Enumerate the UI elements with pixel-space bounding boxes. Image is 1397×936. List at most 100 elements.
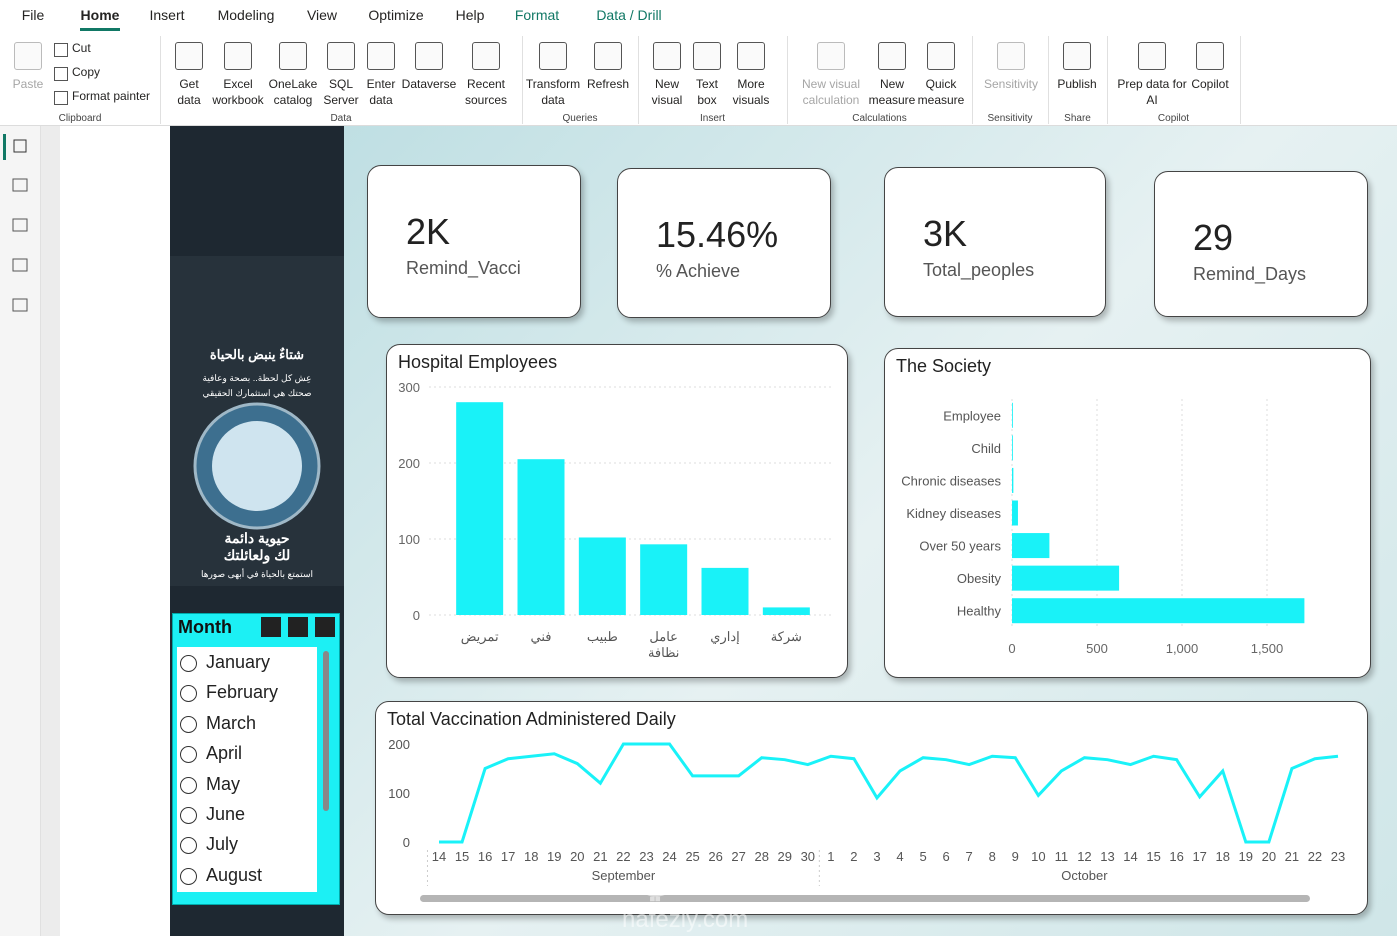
more-icon[interactable]: [315, 617, 335, 637]
ribbon-tab[interactable]: Data / Drill: [596, 7, 662, 23]
x-tick-label: 25: [685, 849, 699, 864]
label-line: visuals: [732, 93, 770, 107]
radio[interactable]: [180, 715, 197, 733]
slicer-item[interactable]: January: [206, 652, 271, 672]
x-tick-label: 16: [1169, 849, 1183, 864]
button-icon: [1063, 42, 1091, 70]
ribbon-tab[interactable]: Optimize: [368, 7, 424, 23]
slicer-item[interactable]: August: [206, 864, 263, 885]
x-tick-label: 11: [1055, 849, 1069, 864]
radio[interactable]: [180, 807, 197, 824]
x-tick-label: تمريض: [460, 629, 499, 644]
label-line: More: [737, 77, 765, 91]
bar: [1012, 467, 1014, 493]
x-tick-label: 23: [639, 849, 653, 864]
button-icon: [653, 42, 681, 70]
x-tick-label: 4: [896, 849, 903, 864]
radio[interactable]: [180, 746, 197, 764]
button-label: Transform data: [526, 76, 580, 108]
x-tick-label: 3: [873, 849, 880, 864]
group-separator: [972, 36, 973, 124]
erase-icon[interactable]: [288, 617, 308, 637]
x-tick-label: 14: [432, 849, 446, 864]
label-line: Refresh: [586, 77, 630, 91]
radio[interactable]: [180, 685, 197, 703]
slicer-item[interactable]: July: [206, 834, 239, 855]
ribbon-tab[interactable]: Home: [80, 7, 120, 23]
button-icon: [1138, 42, 1166, 70]
x-tick-label: 0: [1008, 641, 1015, 656]
kpi-value: 2K: [406, 211, 451, 252]
x-tick-label: 8: [989, 849, 996, 864]
slicer-item[interactable]: February: [206, 682, 279, 703]
label-line: New: [879, 77, 904, 91]
x-tick-label: 24: [662, 849, 676, 864]
button-label: Prep data for AI: [1117, 76, 1186, 108]
y-tick-label: 0: [403, 835, 410, 850]
scrollbar[interactable]: [323, 651, 329, 811]
label-line: Copilot: [1191, 77, 1229, 91]
ribbon-tab[interactable]: Help: [455, 7, 485, 23]
table-view[interactable]: [12, 178, 28, 192]
label-line: Prep data for: [1117, 77, 1187, 91]
radio[interactable]: [180, 867, 197, 885]
group-separator: [787, 36, 788, 124]
ribbon-tab[interactable]: Format: [514, 7, 560, 23]
button-icon: [1196, 42, 1224, 70]
ribbon-tab[interactable]: Modeling: [217, 7, 275, 23]
button-icon: [14, 42, 42, 70]
x-tick-label: 17: [501, 849, 515, 864]
button-label: Quick measure: [918, 76, 965, 108]
button-label: Refresh: [587, 76, 629, 92]
model-view[interactable]: [12, 218, 28, 232]
x-tick-label: 5: [919, 849, 926, 864]
radio[interactable]: [180, 655, 197, 672]
small-button[interactable]: Copy: [72, 65, 101, 79]
x-tick-label: 19: [1239, 849, 1253, 864]
y-tick-label: 300: [398, 380, 420, 395]
small-button[interactable]: Format painter: [72, 89, 151, 103]
bar: [1012, 565, 1120, 591]
radio[interactable]: [180, 776, 197, 794]
small-button[interactable]: Cut: [72, 41, 91, 55]
group-separator: [1048, 36, 1049, 124]
x-tick-label: 10: [1031, 849, 1045, 864]
radio[interactable]: [180, 837, 197, 855]
label-line: Publish: [1057, 77, 1097, 91]
line: [439, 742, 1339, 844]
ribbon-tab[interactable]: Insert: [149, 7, 185, 23]
kpi-value: 15.46%: [656, 214, 779, 255]
bar: [517, 459, 565, 615]
dax-view[interactable]: [12, 258, 28, 272]
bar: [1012, 598, 1305, 624]
label-line: Text: [695, 77, 719, 91]
tmdl-view[interactable]: [12, 298, 28, 312]
kpi-label: Remind_Vacci: [406, 258, 521, 278]
label-line: New visual: [801, 77, 861, 91]
x-tick-label: 20: [570, 849, 584, 864]
label-line: data: [177, 93, 201, 107]
group-label: Queries: [562, 113, 598, 124]
label-line: data: [541, 93, 565, 107]
slicer-item[interactable]: April: [206, 743, 243, 764]
x-tick-label: 20: [1262, 849, 1276, 864]
button-icon: [175, 42, 203, 70]
scrollbar[interactable]: [420, 895, 1310, 902]
x-tick-label: 28: [754, 849, 768, 864]
x-tick-label: 1,500: [1251, 641, 1284, 656]
x-tick-label: 1: [827, 849, 834, 864]
group-label: Clipboard: [58, 113, 102, 124]
group-separator: [638, 36, 639, 124]
slicer-item[interactable]: May: [206, 773, 241, 794]
kpi-label: Total_peoples: [923, 260, 1035, 280]
ribbon-tab[interactable]: View: [306, 7, 338, 23]
label-line: workbook: [212, 93, 264, 107]
slicer-item[interactable]: March: [206, 712, 257, 733]
ribbon-tab[interactable]: File: [21, 7, 45, 23]
label-line: visual: [651, 93, 683, 107]
button-label: Get data: [177, 76, 200, 108]
slicer-item[interactable]: June: [206, 804, 246, 824]
report-view[interactable]: [13, 139, 27, 153]
filter-icon[interactable]: [261, 617, 281, 637]
button-label: New visual calculation: [802, 76, 860, 108]
